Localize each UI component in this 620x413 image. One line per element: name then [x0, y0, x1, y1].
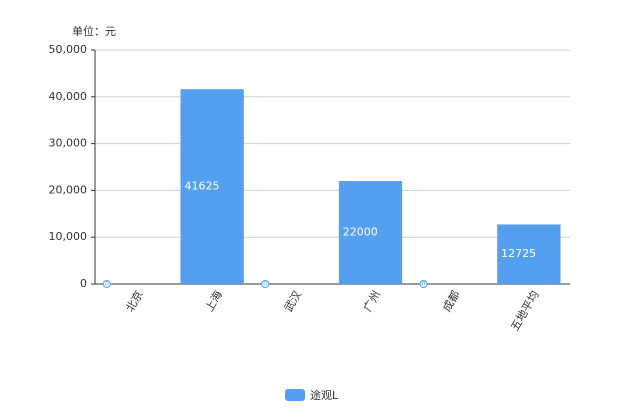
y-tick-label: 20,000	[49, 183, 88, 196]
legend-label: 途观L	[310, 388, 339, 402]
x-tick-label: 武汉	[282, 289, 304, 315]
y-tick-label: 30,000	[49, 137, 88, 150]
legend-swatch	[285, 389, 305, 401]
value-label: 0	[263, 281, 267, 288]
x-tick-label: 成都	[440, 289, 462, 315]
value-label: 0	[105, 281, 109, 288]
value-label: 22000	[343, 226, 378, 239]
value-label: 41625	[184, 180, 219, 193]
value-label: 12725	[501, 247, 536, 260]
y-tick-label: 50,000	[49, 43, 88, 56]
y-axis-label: 单位：元	[72, 24, 116, 38]
x-tick-label: 广州	[361, 289, 383, 315]
bar	[497, 224, 561, 284]
y-tick-label: 40,000	[49, 90, 88, 103]
bar	[180, 89, 244, 284]
x-tick-label: 上海	[202, 288, 225, 314]
x-tick-label: 北京	[123, 288, 146, 314]
y-tick-label: 10,000	[49, 230, 88, 243]
zero-label-ring	[102, 280, 111, 288]
zero-label-ring	[419, 280, 428, 288]
y-tick-label: 0	[80, 277, 87, 290]
zero-label-ring	[261, 280, 270, 288]
x-tick-label: 五地平均	[508, 289, 541, 334]
bar	[338, 181, 403, 284]
value-label: 0	[422, 281, 426, 288]
